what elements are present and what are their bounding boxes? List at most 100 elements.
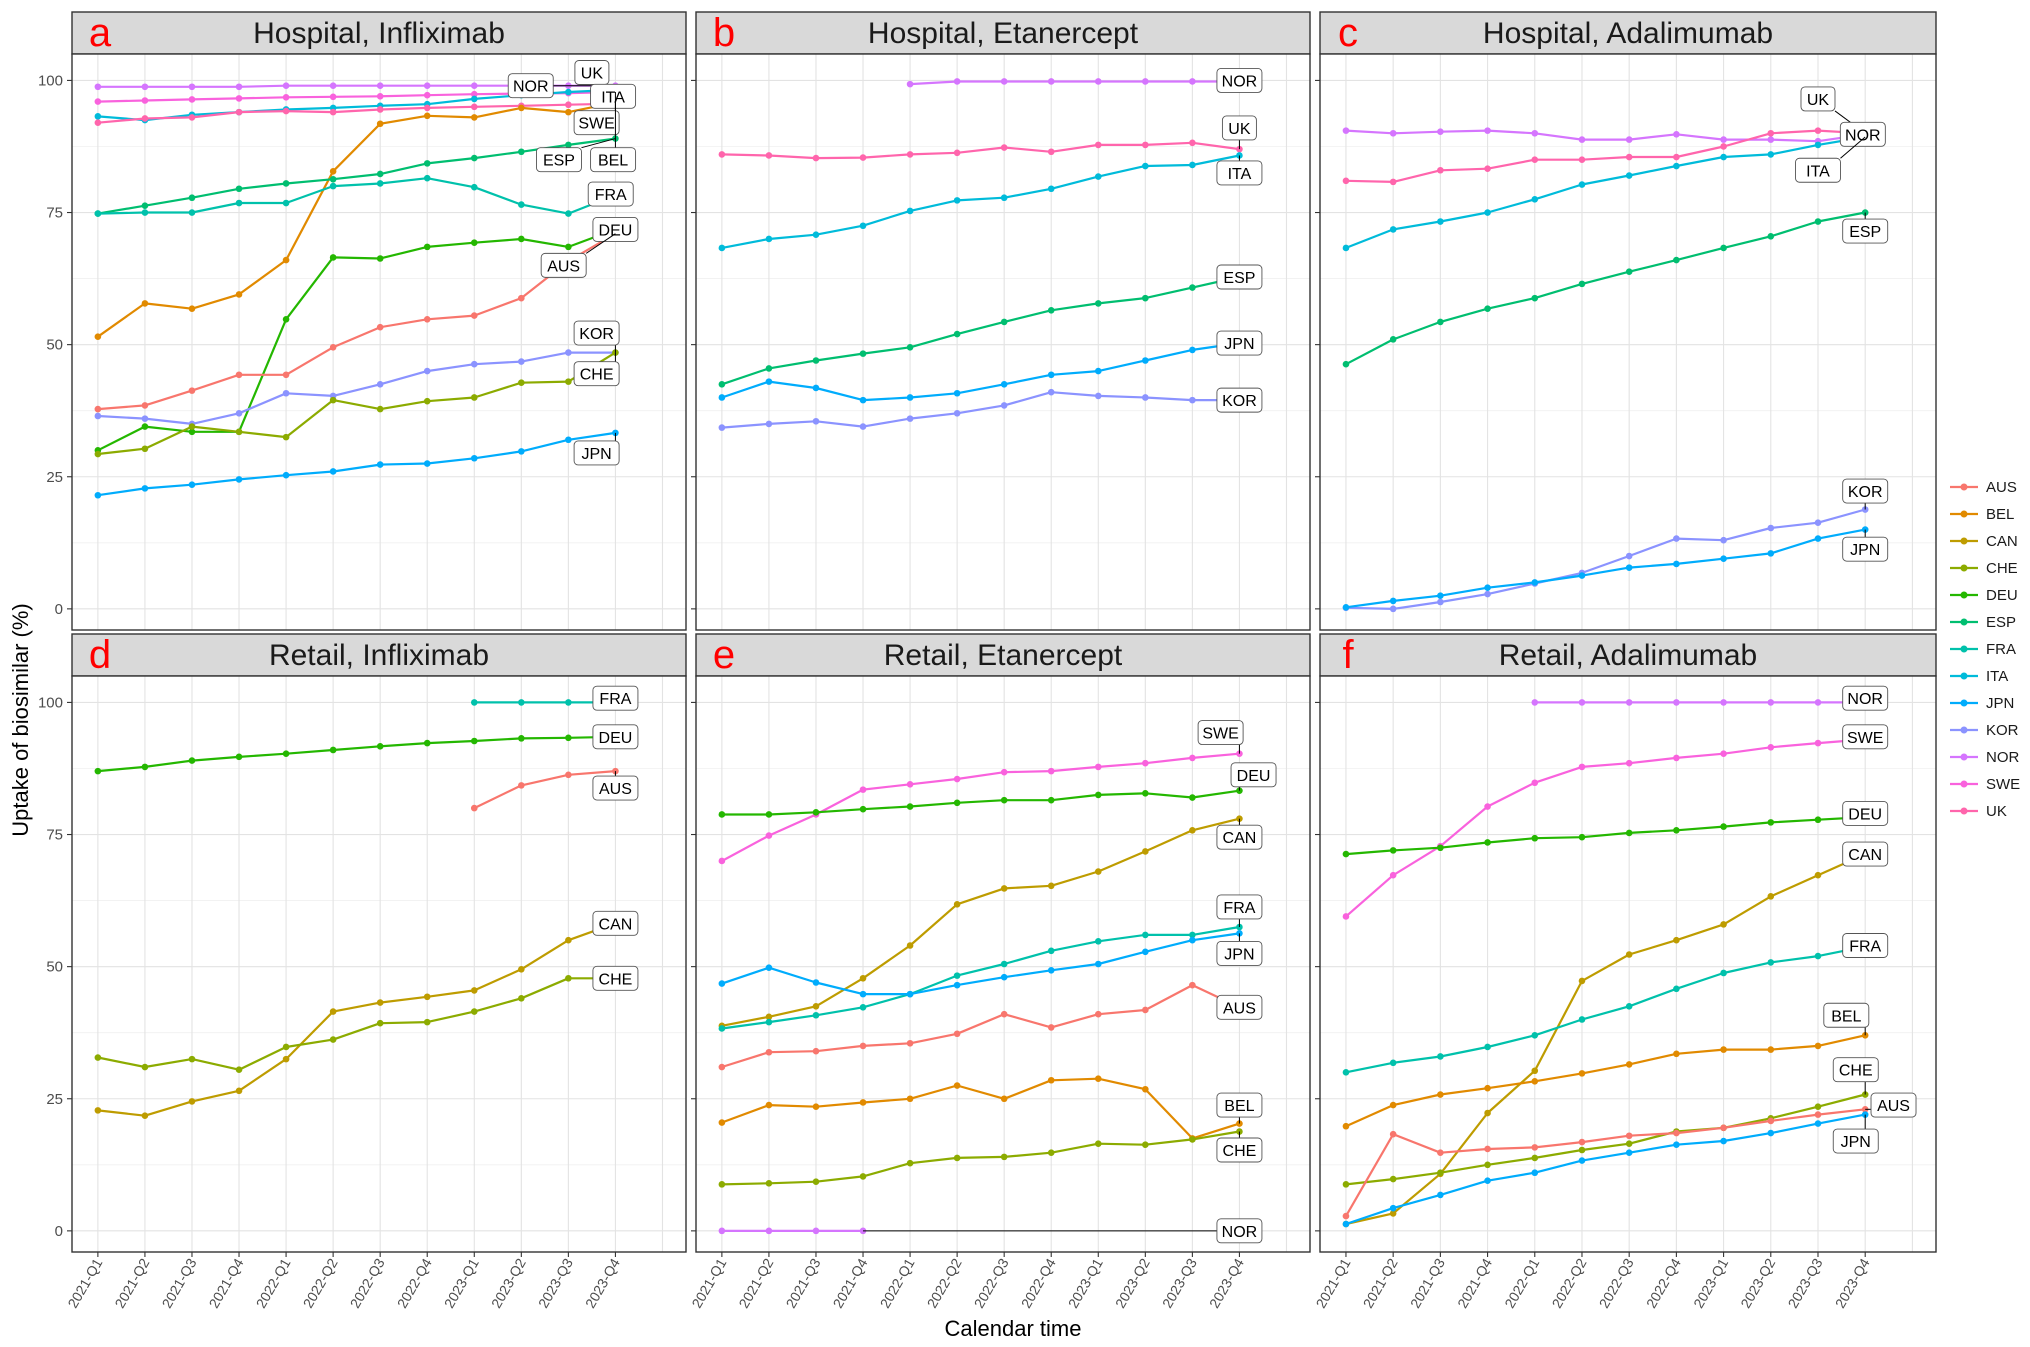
data-point — [1531, 1078, 1539, 1085]
data-point — [1189, 284, 1196, 291]
data-point — [470, 804, 478, 812]
label-box — [1216, 1218, 1263, 1244]
series-line — [1345, 129, 1866, 143]
y-axis-title: Uptake of biosimilar (%) — [8, 603, 33, 837]
data-point — [423, 82, 431, 90]
data-point — [1437, 1191, 1444, 1199]
data-point — [1578, 181, 1586, 188]
data-point — [1814, 141, 1822, 149]
series-label-FRA: FRA — [1842, 933, 1889, 958]
data-point — [235, 185, 243, 193]
series-label-NOR: NOR — [507, 73, 616, 99]
data-point — [565, 108, 572, 116]
x-tick-label: 2023-Q4 — [1206, 1255, 1247, 1310]
data-point — [812, 1002, 820, 1010]
data-point — [518, 235, 525, 243]
legend-key-point — [1960, 753, 1968, 761]
data-point — [1767, 893, 1775, 900]
label-box — [592, 685, 639, 711]
x-tick-label: 2023-Q1 — [1065, 1255, 1106, 1310]
data-point — [1720, 969, 1727, 977]
label-box — [1216, 894, 1263, 920]
label-text: BEL — [598, 153, 628, 170]
data-point — [1047, 796, 1055, 804]
series-line — [1345, 945, 1866, 1074]
data-point — [235, 108, 243, 116]
data-point — [1142, 759, 1149, 767]
data-point — [1814, 871, 1822, 879]
data-point — [1673, 560, 1680, 568]
data-point — [188, 96, 196, 103]
series-label-SWE: SWE — [1197, 720, 1244, 754]
label-box — [1216, 994, 1263, 1020]
label-box — [1842, 724, 1889, 750]
data-point — [1673, 1050, 1680, 1058]
label-text: CHE — [1839, 1063, 1873, 1080]
data-point — [718, 980, 726, 987]
data-point — [1189, 794, 1196, 801]
series-DEU — [1342, 813, 1869, 858]
y-tick-label: 100 — [38, 72, 63, 89]
series-line — [97, 137, 616, 215]
data-point — [1142, 790, 1149, 797]
data-point — [235, 95, 243, 102]
data-point — [565, 378, 572, 385]
series-line — [721, 983, 1240, 1069]
data-point — [953, 981, 961, 989]
data-point — [188, 305, 196, 313]
data-point — [1625, 1002, 1633, 1010]
legend-label: CHE — [1986, 560, 2018, 577]
data-point — [235, 291, 243, 298]
data-point — [235, 410, 243, 417]
label-text: SWE — [1847, 730, 1883, 747]
data-point — [1767, 129, 1775, 137]
series-line — [721, 817, 1240, 1027]
data-point — [812, 417, 820, 425]
label-text: NOR — [1222, 73, 1258, 90]
legend-item-CAN: CAN — [1950, 533, 2018, 550]
data-point — [235, 199, 243, 207]
x-tick-label: 2021-Q4 — [1454, 1255, 1495, 1310]
data-point — [1720, 823, 1727, 830]
series-line — [910, 80, 1240, 86]
data-point — [518, 782, 525, 789]
label-box — [1800, 86, 1836, 112]
data-point — [565, 936, 572, 944]
x-tick-label: 2022-Q4 — [1643, 1255, 1684, 1310]
data-point — [765, 152, 773, 159]
data-point — [518, 148, 525, 156]
data-point — [1861, 506, 1869, 513]
data-point — [1673, 131, 1680, 138]
label-box — [540, 252, 587, 278]
plot-area — [1320, 676, 1936, 1252]
data-point — [94, 119, 102, 126]
label-box — [1221, 115, 1257, 141]
data-point — [765, 964, 773, 971]
data-point — [1437, 218, 1444, 225]
series-BEL — [1342, 1032, 1869, 1130]
panel-border — [695, 53, 1311, 631]
data-point — [423, 1018, 431, 1026]
data-point — [1000, 885, 1008, 892]
series-label-JPN: JPN — [1216, 933, 1263, 966]
legend-item-CHE: CHE — [1950, 560, 2018, 577]
data-point — [470, 454, 478, 462]
data-point — [1437, 592, 1444, 599]
data-point — [718, 1025, 726, 1032]
series-line — [97, 735, 616, 773]
label-box — [573, 440, 620, 466]
data-point — [1142, 1085, 1149, 1093]
legend-label: SWE — [1986, 776, 2020, 793]
data-point — [1389, 847, 1397, 854]
label-box — [507, 73, 554, 99]
data-point — [423, 367, 431, 375]
data-point — [1814, 699, 1822, 706]
y-tick-label: 75 — [46, 827, 63, 844]
data-point — [235, 371, 243, 379]
data-point — [1047, 1024, 1055, 1031]
data-point — [565, 974, 572, 982]
data-point — [1189, 981, 1196, 989]
data-point — [1484, 1043, 1491, 1051]
data-point — [1000, 960, 1008, 968]
series-label-AUS: AUS — [540, 233, 616, 278]
